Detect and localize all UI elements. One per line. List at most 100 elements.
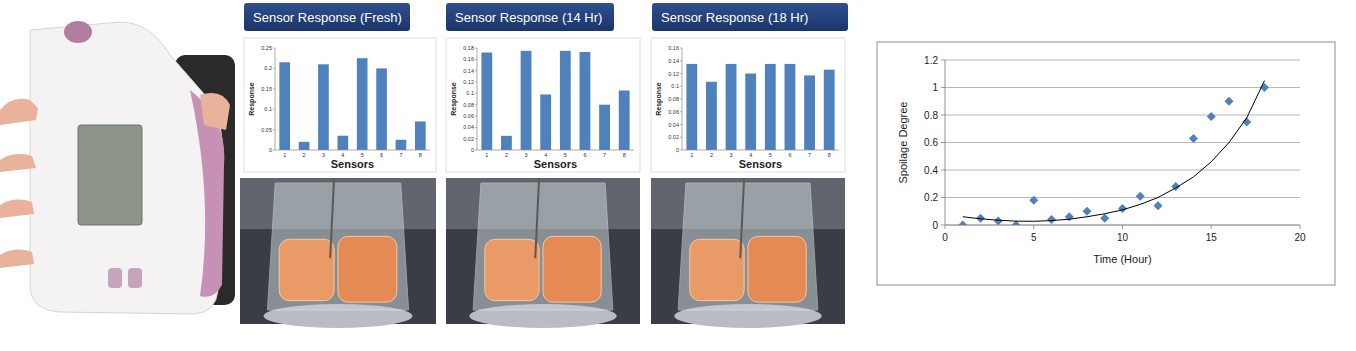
bar [318,64,329,150]
tick-label: 0.4 [924,165,938,176]
trend-line [963,81,1265,222]
finger [0,154,36,172]
scatter-chart: 00.20.40.60.811.205101520Time (Hour)Spoi… [877,42,1335,285]
bar [619,91,630,151]
device-screen [78,125,142,225]
tick-label: 0.06 [463,113,474,119]
grid-line [945,60,1300,61]
y-axis [945,60,946,225]
data-point [1083,207,1092,216]
tick-label: 0.6 [924,137,938,148]
chart-header: Sensor Response (Fresh) [244,3,410,31]
tick-mark [1300,225,1301,229]
grid-line [945,115,1300,116]
grid-line [945,87,1300,88]
salmon-piece [485,239,539,300]
tick-label: 0 [676,147,679,153]
tick-label: 0.02 [463,136,474,142]
category-label: 3 [525,152,528,158]
bar [521,51,532,150]
tick-mark [945,225,946,229]
chart-header: Sensor Response (14 Hr) [446,3,614,31]
tick-label: 0 [932,220,938,231]
category-label: 6 [788,152,791,158]
chart-title: Sensor Response (Fresh) [253,10,402,25]
category-label: 6 [380,152,383,158]
salmon-piece [690,239,744,300]
photo-bg [446,178,640,324]
device-button [128,268,142,288]
grid-line [945,170,1300,171]
tick-label: 0.1 [264,106,272,112]
tick-label: 0.08 [668,96,679,102]
photo-bg [651,178,845,324]
bar [765,64,776,150]
tick-label: 5 [1031,232,1037,243]
salmon-piece [543,236,601,302]
tick-label: 20 [1294,232,1306,243]
x-axis-label: Sensors [739,158,782,170]
probe [535,178,539,258]
data-point [1189,134,1198,143]
x-axis [682,150,839,151]
beaker [678,183,818,310]
bar [481,53,492,150]
tick-label: 0.8 [924,110,938,121]
bars [686,64,834,150]
tick-label: 0.04 [668,122,679,128]
bar [415,121,426,150]
data-point [1047,215,1056,224]
category-label: 8 [419,152,422,158]
finger [0,250,34,268]
category-label: 7 [808,152,811,158]
header-box [652,3,848,31]
bar [540,94,551,150]
y-axis-label: Response [450,82,458,116]
category-label: 8 [623,152,626,158]
device-nozzle [64,21,92,43]
data-point [958,221,967,226]
bar [745,74,756,151]
bar-chart: Sensor Response (14 Hr)00.020.040.060.08… [446,3,640,172]
tick-label: 0.1 [671,83,679,89]
grid-line [945,197,1300,198]
x-axis-label: Sensors [331,158,374,170]
category-label: 1 [690,152,693,158]
tick-label: 0 [269,147,272,153]
tick-label: 0.1 [466,90,474,96]
bar [279,62,290,150]
category-label: 3 [730,152,733,158]
header-box [446,3,614,31]
tick-mark [941,170,945,171]
tick-label: 15 [1206,232,1218,243]
bar [706,82,717,150]
tick-label: 0.16 [463,56,474,62]
tick-label: 0.15 [261,86,272,92]
bar [785,64,796,150]
data-point [1136,192,1145,201]
tick-mark [1122,225,1123,229]
tick-mark [1033,225,1034,229]
tick-mark [941,115,945,116]
bar [560,51,571,150]
tick-label: 0.05 [261,127,272,133]
bar [337,136,348,150]
chart-bg [446,38,640,172]
tick-label: 1 [932,82,938,93]
sample-photo [651,178,845,328]
bar [726,64,737,150]
tick-label: 0 [471,147,474,153]
chart-title: Sensor Response (18 Hr) [661,10,808,25]
tick-label: 0.08 [463,102,474,108]
x-axis [275,150,430,151]
header-box [244,3,410,31]
bar [376,68,387,150]
chart-frame [877,42,1335,285]
tick-label: 0.12 [463,79,474,85]
y-axis [477,48,478,150]
category-label: 7 [399,152,402,158]
thumb [200,93,230,130]
tick-label: 0.16 [668,45,679,51]
tick-mark [1211,225,1212,229]
y-axis [682,48,683,150]
